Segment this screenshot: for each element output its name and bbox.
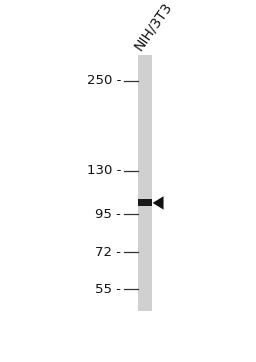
Bar — [138, 199, 152, 206]
Text: 55 -: 55 - — [95, 283, 121, 296]
Text: 250 -: 250 - — [87, 74, 121, 87]
Text: 130 -: 130 - — [87, 164, 121, 177]
Polygon shape — [153, 196, 164, 210]
Text: 95 -: 95 - — [95, 207, 121, 220]
Bar — [138, 55, 152, 311]
Text: 72 -: 72 - — [95, 246, 121, 259]
Text: NIH/3T3: NIH/3T3 — [132, 0, 175, 53]
